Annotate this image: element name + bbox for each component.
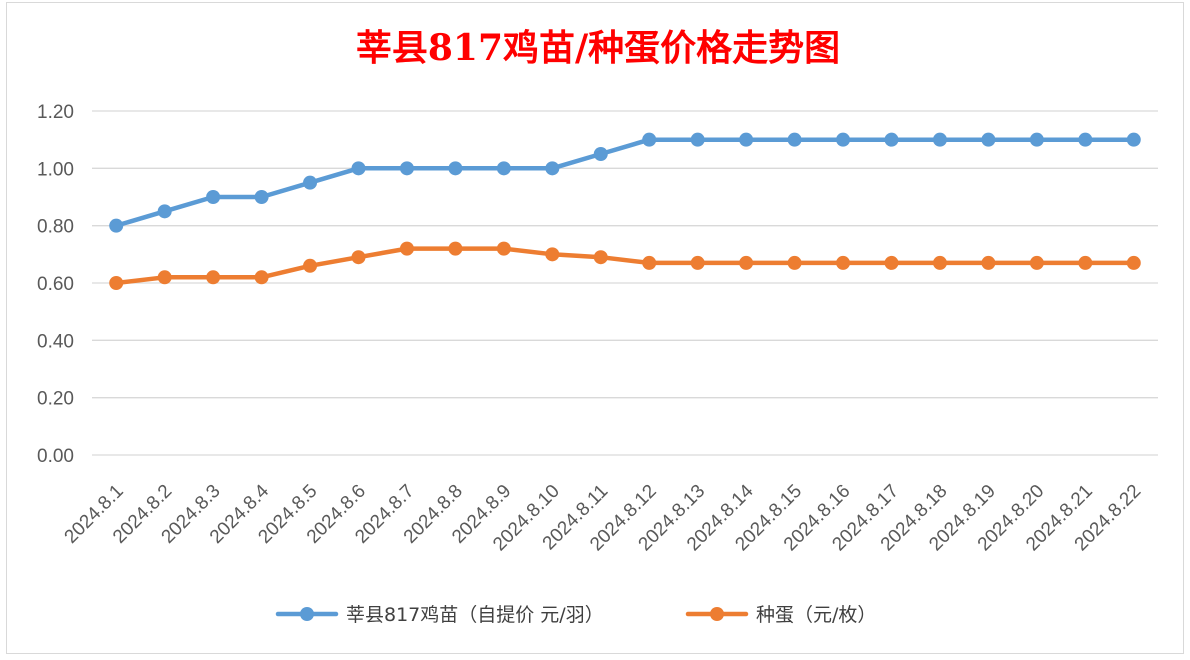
data-point[interactable] <box>399 161 414 176</box>
data-point[interactable] <box>787 132 802 147</box>
data-point[interactable] <box>206 190 221 204</box>
data-point[interactable] <box>109 276 124 290</box>
data-point[interactable] <box>932 132 947 147</box>
data-point[interactable] <box>351 250 366 265</box>
data-point[interactable] <box>690 132 705 147</box>
data-point[interactable] <box>593 250 608 265</box>
data-point[interactable] <box>1029 132 1044 147</box>
data-point[interactable] <box>690 255 705 270</box>
legend-marker-2 <box>710 607 724 621</box>
data-point[interactable] <box>642 132 657 147</box>
legend-label-1: 莘县817鸡苗（自提价 元/羽） <box>346 604 604 626</box>
y-tick-label: 0.00 <box>37 446 74 467</box>
data-point[interactable] <box>254 190 269 204</box>
data-point[interactable] <box>836 255 851 270</box>
data-point[interactable] <box>545 161 560 176</box>
data-point[interactable] <box>787 255 802 270</box>
data-point[interactable] <box>109 218 124 233</box>
y-axis-labels: 0.00 0.20 0.40 0.60 0.80 1.00 1.20 <box>37 102 74 467</box>
data-point[interactable] <box>932 255 947 270</box>
y-tick-label: 1.00 <box>37 159 74 180</box>
data-point[interactable] <box>351 161 366 176</box>
data-point[interactable] <box>206 270 221 285</box>
series-line-2 <box>113 246 1137 286</box>
data-point[interactable] <box>1126 255 1141 270</box>
data-point[interactable] <box>448 161 463 176</box>
data-point[interactable] <box>448 241 463 256</box>
series-line-1 <box>113 137 1137 228</box>
data-point[interactable] <box>303 175 318 190</box>
chart-title: 莘县817鸡苗/种蛋价格走势图 <box>356 27 840 69</box>
data-point[interactable] <box>836 132 851 147</box>
y-tick-label: 0.60 <box>37 274 74 295</box>
gridlines <box>92 110 1158 456</box>
data-point[interactable] <box>303 258 318 273</box>
legend-marker-1 <box>300 607 314 621</box>
data-point[interactable] <box>739 132 754 147</box>
y-tick-label: 1.20 <box>37 102 74 123</box>
legend: 莘县817鸡苗（自提价 元/羽） 种蛋（元/枚） <box>275 604 876 626</box>
x-axis-labels: 2024.8.12024.8.22024.8.32024.8.42024.8.5… <box>61 480 1146 555</box>
y-tick-label: 0.40 <box>37 331 74 352</box>
data-point[interactable] <box>157 204 172 219</box>
data-point[interactable] <box>254 270 269 285</box>
data-point[interactable] <box>157 270 172 285</box>
data-point[interactable] <box>642 255 657 270</box>
data-point[interactable] <box>593 147 608 161</box>
data-point[interactable] <box>981 255 996 270</box>
data-point[interactable] <box>1126 132 1141 147</box>
data-point[interactable] <box>399 241 414 256</box>
data-point[interactable] <box>981 132 996 147</box>
data-point[interactable] <box>496 241 511 256</box>
data-point[interactable] <box>545 247 560 262</box>
data-point[interactable] <box>884 255 899 270</box>
data-point[interactable] <box>1029 255 1044 270</box>
y-tick-label: 0.20 <box>37 389 74 410</box>
y-tick-label: 0.80 <box>37 217 74 238</box>
series-lines <box>109 132 1141 290</box>
data-point[interactable] <box>1078 132 1093 147</box>
data-point[interactable] <box>739 255 754 270</box>
data-point[interactable] <box>496 161 511 176</box>
data-point[interactable] <box>884 132 899 147</box>
data-point[interactable] <box>1078 255 1093 270</box>
legend-label-2: 种蛋（元/枚） <box>756 604 876 626</box>
